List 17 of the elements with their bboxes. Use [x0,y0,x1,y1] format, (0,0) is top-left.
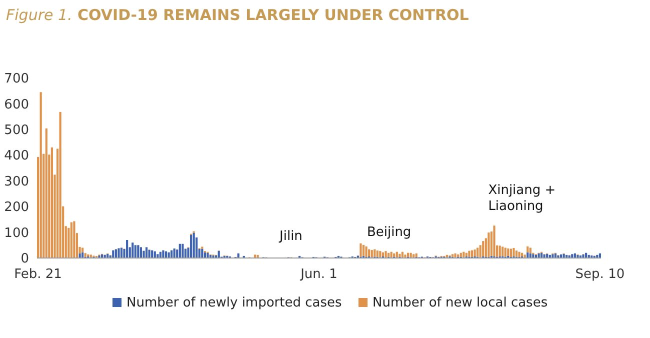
y-tick-label: 100 [4,226,29,241]
x-tick-label: Sep. 10 [575,267,625,282]
y-tick-label: 700 [4,72,29,87]
y-tick-label: 500 [4,122,29,138]
y-tick-label: 300 [4,174,29,190]
annotation: Beijing [366,225,412,240]
legend-label: Number of newly imported cases [126,296,342,310]
legend-label: Number of new local cases [372,296,548,310]
y-tick-label: 200 [4,200,29,216]
annotation: Xinjiang + Liaoning [488,183,556,214]
annotation: Jilin [278,229,302,244]
x-tick-label: Feb. 21 [14,267,62,282]
chart-title: Figure 1. COVID-19 REMAINS LARGELY UNDER CONTROL [6,6,470,24]
x-tick-label: Jun. 1 [300,267,338,282]
y-tick-label: 400 [4,148,29,164]
y-tick-label: 0 [20,252,29,267]
y-tick-label: 600 [4,97,29,112]
